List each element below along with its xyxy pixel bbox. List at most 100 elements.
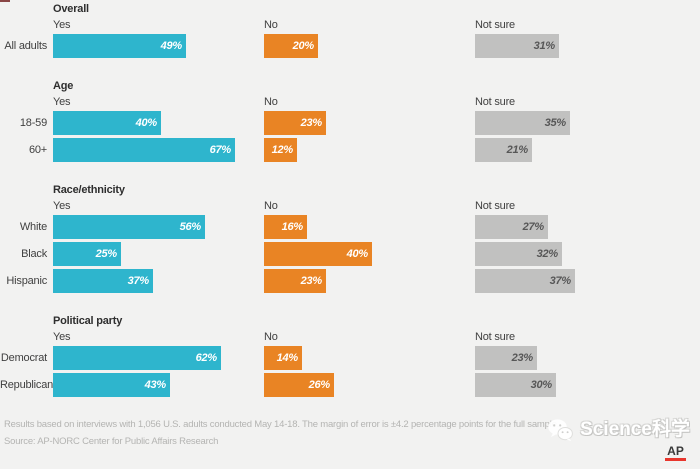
row-label: Black bbox=[21, 248, 47, 260]
bar-value-label: 26% bbox=[308, 379, 331, 391]
bar-cell-not_sure: 27% bbox=[475, 215, 686, 239]
bar-cell-no: 12% bbox=[264, 138, 475, 162]
bar-cell-no: 26% bbox=[264, 373, 475, 397]
top-left-crop-mark bbox=[0, 0, 10, 2]
survey-bar-chart: Overall Yes No Not sure All adults 49% 20% 31% A… bbox=[0, 3, 700, 448]
bar-cell-not_sure: 37% bbox=[475, 269, 686, 293]
watermark-text: Science科学 bbox=[580, 419, 690, 440]
chart-row: 18-59 40% 23% 35% bbox=[0, 111, 700, 135]
bar-yes: 37% bbox=[53, 269, 153, 293]
wechat-icon bbox=[547, 418, 574, 442]
column-label-not_sure: Not sure bbox=[475, 200, 515, 212]
bar-no: 14% bbox=[264, 346, 302, 370]
bar-not_sure: 21% bbox=[475, 138, 532, 162]
chart-row: Democrat 62% 14% 23% bbox=[0, 346, 700, 370]
bar-cell-no: 40% bbox=[264, 242, 475, 266]
bar-cell-yes: 40% bbox=[53, 111, 264, 135]
bar-cell-not_sure: 30% bbox=[475, 373, 686, 397]
bar-value-label: 56% bbox=[179, 221, 202, 233]
chart-section: Age Yes No Not sure 18-59 40% 23% 35% 60+ 67% 12% 2… bbox=[0, 80, 700, 162]
column-labels-row: Yes No Not sure bbox=[0, 200, 700, 212]
bar-cell-yes: 67% bbox=[53, 138, 264, 162]
bar-value-label: 37% bbox=[549, 275, 572, 287]
column-label-yes: Yes bbox=[53, 96, 71, 108]
bar-no: 26% bbox=[264, 373, 334, 397]
bar-no: 20% bbox=[264, 34, 318, 58]
label-spacer bbox=[0, 331, 53, 343]
bar-value-label: 23% bbox=[511, 352, 534, 364]
section-title: Race/ethnicity bbox=[53, 184, 125, 196]
row-label: Republican bbox=[0, 379, 54, 391]
bar-yes: 67% bbox=[53, 138, 235, 162]
bar-cell-not_sure: 35% bbox=[475, 111, 686, 135]
bar-value-label: 16% bbox=[281, 221, 304, 233]
bar-value-label: 62% bbox=[195, 352, 218, 364]
bar-cell-yes: 37% bbox=[53, 269, 264, 293]
column-labels-row: Yes No Not sure bbox=[0, 96, 700, 108]
row-label: 18-59 bbox=[19, 117, 47, 129]
bar-value-label: 12% bbox=[271, 144, 294, 156]
bar-value-label: 23% bbox=[300, 275, 323, 287]
row-label: All adults bbox=[4, 40, 47, 52]
section-title: Overall bbox=[53, 3, 89, 15]
bar-value-label: 40% bbox=[346, 248, 369, 260]
bar-value-label: 14% bbox=[276, 352, 299, 364]
ap-logo: AP bbox=[665, 445, 686, 461]
bar-not_sure: 35% bbox=[475, 111, 570, 135]
bar-not_sure: 37% bbox=[475, 269, 575, 293]
bar-cell-no: 23% bbox=[264, 269, 475, 293]
bar-no: 12% bbox=[264, 138, 297, 162]
bar-not_sure: 32% bbox=[475, 242, 562, 266]
bar-value-label: 43% bbox=[144, 379, 167, 391]
column-labels-row: Yes No Not sure bbox=[0, 331, 700, 343]
bar-value-label: 67% bbox=[209, 144, 232, 156]
bar-value-label: 32% bbox=[536, 248, 559, 260]
bar-no: 23% bbox=[264, 269, 326, 293]
chart-row: White 56% 16% 27% bbox=[0, 215, 700, 239]
chart-row: Republican 43% 26% 30% bbox=[0, 373, 700, 397]
methodology-note: Results based on interviews with 1,056 U… bbox=[4, 419, 560, 430]
bar-value-label: 21% bbox=[506, 144, 529, 156]
bar-value-label: 31% bbox=[533, 40, 556, 52]
ap-logo-text: AP bbox=[667, 444, 684, 458]
bar-not_sure: 23% bbox=[475, 346, 537, 370]
chart-row: Hispanic 37% 23% 37% bbox=[0, 269, 700, 293]
column-label-no: No bbox=[264, 331, 278, 343]
column-label-not_sure: Not sure bbox=[475, 19, 515, 31]
bar-no: 16% bbox=[264, 215, 307, 239]
chart-footer: Results based on interviews with 1,056 U… bbox=[0, 419, 700, 448]
bar-not_sure: 30% bbox=[475, 373, 556, 397]
label-spacer bbox=[0, 96, 53, 108]
bar-yes: 25% bbox=[53, 242, 121, 266]
column-label-yes: Yes bbox=[53, 331, 71, 343]
bar-cell-no: 16% bbox=[264, 215, 475, 239]
column-label-no: No bbox=[264, 96, 278, 108]
section-title: Age bbox=[53, 80, 74, 92]
bar-cell-not_sure: 23% bbox=[475, 346, 686, 370]
chart-section: Political party Yes No Not sure Democrat 62% 1… bbox=[0, 315, 700, 397]
bar-yes: 56% bbox=[53, 215, 205, 239]
watermark: Science科学 AP bbox=[547, 418, 690, 461]
bar-value-label: 37% bbox=[127, 275, 150, 287]
row-label: White bbox=[19, 221, 47, 233]
bar-cell-no: 14% bbox=[264, 346, 475, 370]
chart-row: All adults 49% 20% 31% bbox=[0, 34, 700, 58]
bar-cell-yes: 25% bbox=[53, 242, 264, 266]
chart-section: Overall Yes No Not sure All adults 49% 20% 31% bbox=[0, 3, 700, 58]
chart-section: Race/ethnicity Yes No Not sure White 56% 16% 27… bbox=[0, 184, 700, 293]
source-note: Source: AP-NORC Center for Public Affair… bbox=[4, 436, 219, 447]
bar-cell-yes: 43% bbox=[53, 373, 264, 397]
bar-cell-no: 20% bbox=[264, 34, 475, 58]
bar-value-label: 25% bbox=[95, 248, 118, 260]
bar-cell-no: 23% bbox=[264, 111, 475, 135]
bar-cell-yes: 49% bbox=[53, 34, 264, 58]
chart-sections: Overall Yes No Not sure All adults 49% 20% 31% A… bbox=[0, 3, 700, 397]
column-label-not_sure: Not sure bbox=[475, 96, 515, 108]
bar-cell-yes: 56% bbox=[53, 215, 264, 239]
row-label: Democrat bbox=[0, 352, 47, 364]
bar-no: 23% bbox=[264, 111, 326, 135]
chart-row: 60+ 67% 12% 21% bbox=[0, 138, 700, 162]
bar-not_sure: 31% bbox=[475, 34, 559, 58]
bar-value-label: 40% bbox=[135, 117, 158, 129]
column-label-no: No bbox=[264, 200, 278, 212]
